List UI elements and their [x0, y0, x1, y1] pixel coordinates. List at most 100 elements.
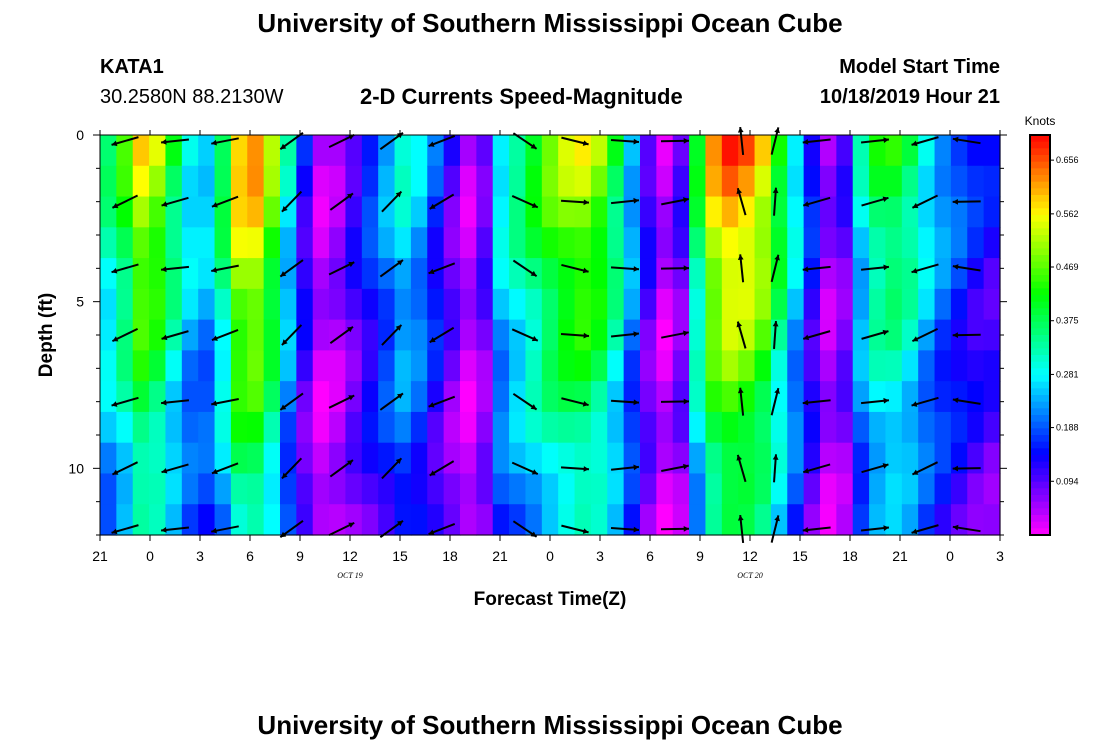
- heatmap-cell: [885, 411, 903, 444]
- heatmap-cell: [230, 350, 248, 382]
- heatmap-cell: [149, 442, 167, 475]
- chart-subtitle: 2-D Currents Speed-Magnitude: [360, 84, 683, 109]
- heatmap-cell: [149, 135, 167, 167]
- heatmap-cell: [492, 319, 510, 351]
- heatmap-cell: [492, 165, 510, 198]
- heatmap-cell: [509, 473, 527, 505]
- colorbar-segment: [1030, 168, 1050, 176]
- heatmap-cell: [361, 288, 379, 321]
- current-arrow: [511, 195, 539, 209]
- heatmap-cell: [607, 165, 625, 198]
- current-arrow: [736, 187, 747, 216]
- heatmap-cell: [672, 258, 690, 290]
- heatmap-cell: [721, 442, 739, 475]
- heatmap-cell: [378, 381, 396, 413]
- heatmap-cell: [476, 350, 494, 382]
- heatmap-cell: [918, 258, 936, 290]
- heatmap-cell: [607, 196, 625, 228]
- colorbar-segment: [1030, 488, 1050, 496]
- heatmap-cell: [214, 165, 232, 198]
- heatmap-cell: [721, 258, 739, 290]
- current-arrow: [428, 523, 456, 535]
- heatmap-cell: [378, 196, 396, 228]
- heatmap-cell: [623, 165, 641, 198]
- heatmap-cell: [361, 165, 379, 198]
- heatmap-cell: [820, 350, 837, 382]
- colorbar-segment: [1030, 528, 1050, 536]
- heatmap-cell: [607, 442, 625, 475]
- heatmap-cell: [640, 288, 657, 321]
- heatmap-cell: [312, 442, 330, 475]
- heatmap-cell: [329, 442, 347, 475]
- heatmap-cell: [476, 165, 494, 198]
- colorbar-segment: [1030, 135, 1050, 143]
- heatmap-cell: [230, 319, 248, 351]
- heatmap-cell: [672, 288, 690, 321]
- heatmap-cell: [165, 442, 183, 475]
- heatmap-cell: [934, 135, 952, 167]
- heatmap-cell: [132, 135, 150, 167]
- heatmap-cell: [623, 473, 641, 505]
- heatmap-cell: [165, 473, 183, 505]
- heatmap-cell: [541, 504, 559, 536]
- heatmap-cell: [934, 350, 952, 382]
- heatmap-cell: [836, 442, 854, 475]
- heatmap-cell: [509, 442, 527, 475]
- current-arrow: [860, 525, 890, 532]
- heatmap-cell: [410, 381, 428, 413]
- heatmap-cell: [181, 135, 199, 167]
- heatmap-cell: [116, 165, 134, 198]
- current-arrow: [281, 190, 303, 213]
- heatmap-cell: [198, 350, 216, 382]
- current-arrow: [428, 135, 456, 147]
- heatmap-cell: [476, 381, 494, 413]
- heatmap-cell: [656, 350, 674, 382]
- current-arrow: [211, 137, 239, 146]
- heatmap-cell: [361, 350, 379, 382]
- heatmap-cell: [460, 288, 477, 321]
- heatmap-cell: [869, 196, 887, 228]
- heatmap-cell: [394, 227, 412, 259]
- colorbar-segment: [1030, 475, 1050, 483]
- heatmap-cell: [361, 258, 379, 290]
- current-arrow: [111, 263, 139, 274]
- station-coords: 30.2580N 88.2130W: [100, 86, 284, 108]
- current-arrow: [952, 465, 981, 472]
- heatmap-cell: [672, 165, 690, 198]
- heatmap-cell: [967, 504, 985, 536]
- heatmap-cell: [558, 442, 576, 475]
- current-arrow: [429, 326, 455, 344]
- current-arrow: [161, 330, 189, 341]
- heatmap-cell: [132, 258, 150, 290]
- heatmap-cell: [165, 288, 183, 321]
- heatmap-cell: [132, 288, 150, 321]
- heatmap-cell: [558, 196, 576, 228]
- heatmap-cell: [509, 350, 527, 382]
- heatmap-cell: [721, 381, 739, 413]
- heatmap-cell: [263, 504, 281, 536]
- heatmap-cell: [149, 381, 167, 413]
- heatmap-cell: [950, 288, 968, 321]
- heatmap-cell: [901, 442, 919, 475]
- current-arrow: [861, 329, 889, 340]
- heatmap-cell: [787, 350, 805, 382]
- heatmap-cell: [247, 442, 265, 475]
- heatmap-cell: [574, 442, 592, 475]
- heatmap-cell: [934, 381, 952, 413]
- heatmap-cell: [263, 135, 281, 167]
- heatmap-cell: [721, 411, 739, 444]
- current-arrow: [279, 259, 304, 278]
- heatmap-cell: [705, 258, 723, 290]
- heatmap-cell: [263, 411, 281, 444]
- heatmap-cell: [443, 319, 461, 351]
- colorbar-segment: [1030, 341, 1050, 349]
- heatmap-cell: [296, 473, 314, 505]
- heatmap-cell: [787, 196, 805, 228]
- heatmap-cell: [394, 288, 412, 321]
- heatmap-cell: [721, 227, 739, 259]
- heatmap-cell: [198, 381, 216, 413]
- heatmap-cell: [329, 350, 347, 382]
- colorbar-segment: [1030, 148, 1050, 156]
- colorbar-segment: [1030, 175, 1050, 183]
- heatmap-cell: [181, 381, 199, 413]
